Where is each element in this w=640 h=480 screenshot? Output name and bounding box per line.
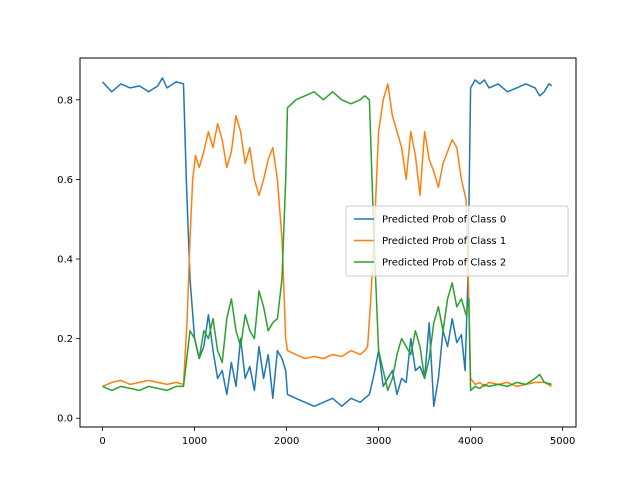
series-line-class-2 [102,91,552,392]
series-line-class-1 [102,83,552,388]
y-tick-label: 0.0 [57,414,73,425]
legend-label: Predicted Prob of Class 1 [382,236,506,247]
x-tick-label: 5000 [550,436,575,447]
legend: Predicted Prob of Class 0 Predicted Prob … [345,205,569,277]
y-tick-label: 0.8 [57,95,73,106]
legend-frame [345,205,569,277]
x-tick-label: 3000 [366,436,391,447]
series-layer [101,77,553,408]
y-tick-label: 0.4 [57,255,73,266]
y-tick-label: 0.2 [57,334,73,345]
legend-label: Predicted Prob of Class 0 [382,215,506,226]
y-tick-label: 0.6 [57,175,73,186]
plot-frame [79,57,577,428]
x-tick-label: 2000 [274,436,299,447]
legend-label: Predicted Prob of Class 2 [382,258,506,269]
x-axis: 0 1000 2000 3000 4000 5000 [99,427,575,447]
y-axis: 0.0 0.2 0.4 0.6 0.8 [57,95,80,425]
x-tick-label: 0 [99,436,105,447]
x-tick-label: 4000 [458,436,483,447]
x-tick-label: 1000 [182,436,207,447]
